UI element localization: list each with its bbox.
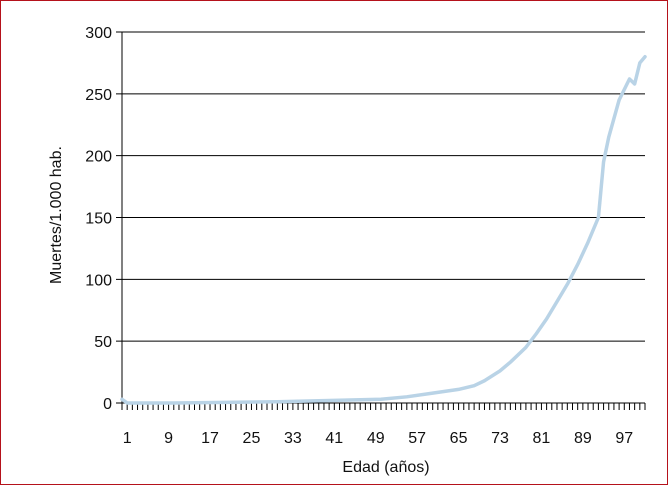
x-tick-label-1: 1 [123,430,132,447]
x-tick-label-33: 33 [284,430,302,447]
y-tick-label-50: 50 [94,334,112,351]
x-tick-label-49: 49 [367,430,385,447]
y-tick-label-300: 300 [85,25,112,42]
tick-labels: 0 50 100 150 200 250 300 1 9 17 25 33 41 49 57 65 73 81 89… [85,25,633,447]
x-tick-label-65: 65 [450,430,468,447]
x-axis-title: Edad (años) [342,459,429,476]
y-tick-label-100: 100 [85,272,112,289]
ticks [121,403,646,410]
mortality-line-0 [120,54,647,405]
x-tick-label-89: 89 [574,430,592,447]
y-tick-label-0: 0 [103,396,112,413]
y-tick-label-250: 250 [85,87,112,104]
x-tick-label-73: 73 [491,430,509,447]
x-tick-label-81: 81 [533,430,551,447]
y-tick-label-150: 150 [85,211,112,228]
gridlines [116,31,645,404]
x-tick-label-9: 9 [164,430,173,447]
x-tick-label-41: 41 [325,430,343,447]
series [120,54,647,405]
x-tick-label-17: 17 [201,430,219,447]
y-axis-title: Muertes/1.000 hab. [48,146,65,284]
x-tick-label-97: 97 [615,430,633,447]
x-tick-label-25: 25 [243,430,261,447]
y-tick-label-200: 200 [85,149,112,166]
x-tick-label-57: 57 [408,430,426,447]
